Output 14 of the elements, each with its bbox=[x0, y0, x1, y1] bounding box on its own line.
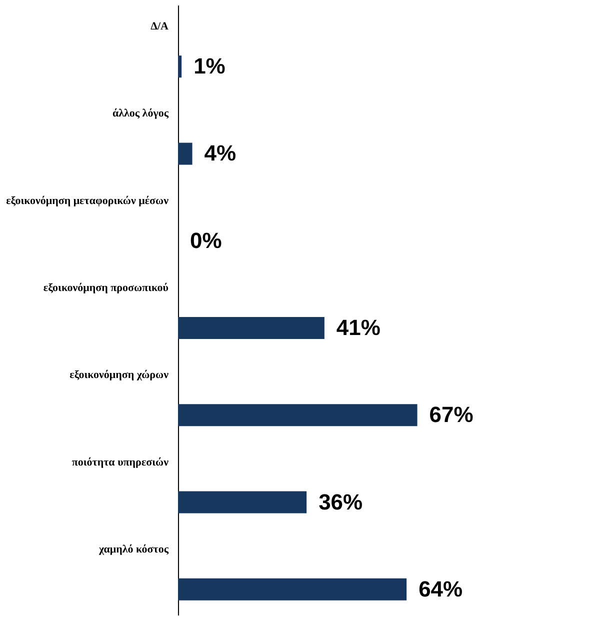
data-label: 64% bbox=[418, 576, 463, 602]
data-label: 36% bbox=[318, 489, 363, 514]
y-tick-label: εξοικονόμηση μεταφορικών μέσων bbox=[6, 194, 169, 207]
y-tick-label: χαμηλό κόστος bbox=[98, 543, 169, 556]
data-label: 4% bbox=[204, 140, 236, 166]
data-label: 41% bbox=[336, 315, 380, 340]
y-tick-label: άλλος λόγος bbox=[112, 108, 169, 120]
data-label: 67% bbox=[429, 402, 474, 428]
data-label: 0% bbox=[190, 228, 222, 253]
data-label: 1% bbox=[194, 54, 226, 79]
y-tick-label: εξοικονόμηση προσωπικού bbox=[43, 282, 169, 294]
y-tick-label: ποιότητα υπηρεσιών bbox=[72, 456, 169, 468]
y-tick-label: εξοικονόμηση χώρων bbox=[70, 369, 169, 382]
y-tick-label: Δ/Α bbox=[150, 20, 169, 33]
